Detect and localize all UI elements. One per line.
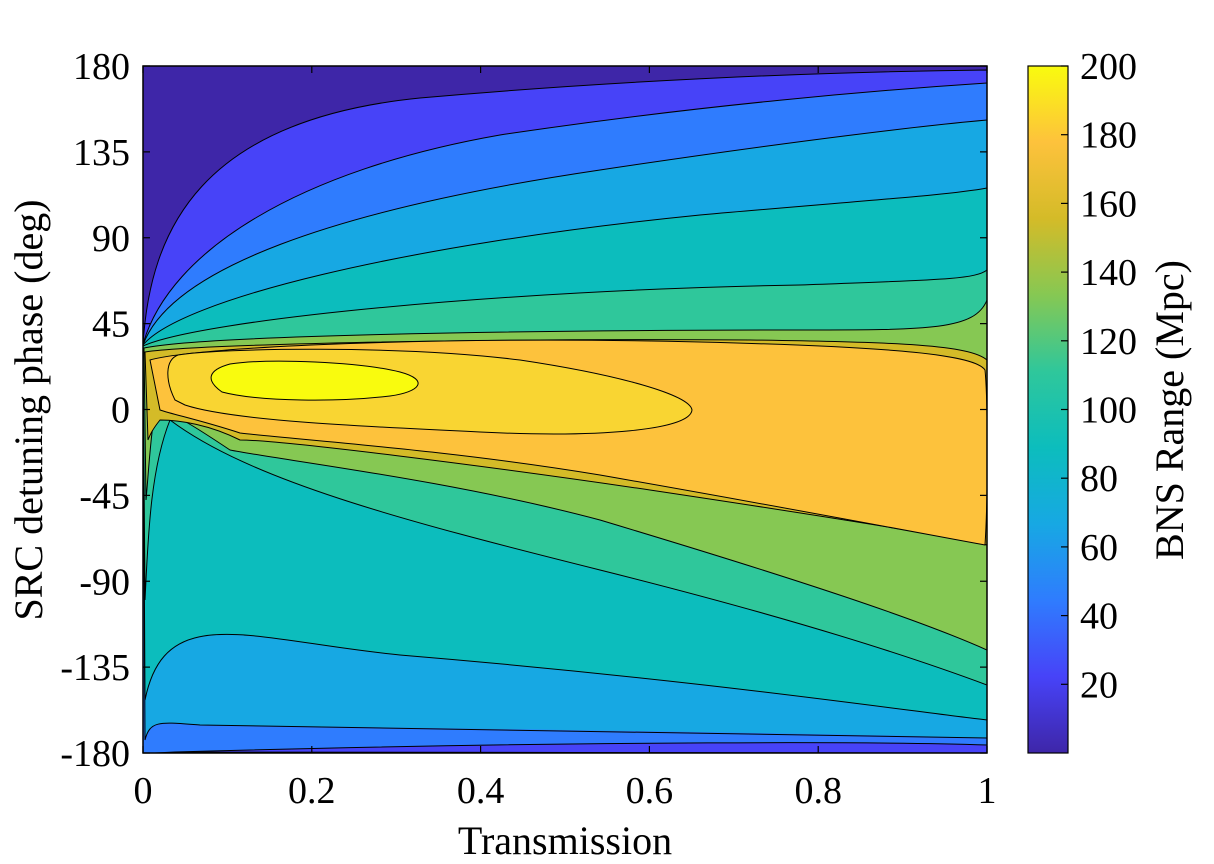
y-tick-label: -45 <box>79 475 130 517</box>
x-tick-label: 1 <box>978 770 997 812</box>
colorbar-tick-label: 160 <box>1080 183 1137 225</box>
y-tick-label: -135 <box>60 647 130 689</box>
y-tick-label: 90 <box>92 218 130 260</box>
colorbar-tick-label: 140 <box>1080 252 1137 294</box>
y-tick-label: 45 <box>92 304 130 346</box>
colorbar-tick-label: 180 <box>1080 115 1137 157</box>
colorbar-tick-label: 100 <box>1080 390 1137 432</box>
y-tick-label: -90 <box>79 561 130 603</box>
y-axis-title: SRC detuning phase (deg) <box>6 199 51 620</box>
x-tick-label: 0 <box>134 770 153 812</box>
contour-band-level-200 <box>210 360 419 401</box>
plot-area <box>143 66 987 753</box>
x-tick-label: 0.6 <box>626 770 674 812</box>
colorbar-tick-label: 20 <box>1080 664 1118 706</box>
colorbar-tick-label: 120 <box>1080 321 1137 363</box>
y-tick-label: -180 <box>60 733 130 775</box>
y-tick-label: 135 <box>73 132 130 174</box>
y-tick-label: 180 <box>73 46 130 88</box>
colorbar-ticks: 200 180 160 140 120 100 80 60 40 20 <box>1061 46 1137 706</box>
colorbar-tick-label: 80 <box>1080 458 1118 500</box>
y-tick-label: 0 <box>111 390 130 432</box>
colorbar-tick-label: 200 <box>1080 46 1137 88</box>
x-axis-title: Transmission <box>458 818 672 863</box>
x-tick-label: 0.8 <box>794 770 842 812</box>
colorbar-tick-label: 40 <box>1080 596 1118 638</box>
x-tick-label: 0.4 <box>457 770 505 812</box>
colorbar: 200 180 160 140 120 100 80 60 40 20 BNS Range (Mp… <box>1027 46 1192 754</box>
x-tick-label: 0.2 <box>288 770 336 812</box>
colorbar-title: BNS Range (Mpc) <box>1147 260 1192 560</box>
colorbar-tick-label: 60 <box>1080 527 1118 569</box>
y-axis: 180 135 90 45 0 -45 -90 -135 -180 <box>60 46 987 775</box>
x-axis: 0 0.2 0.4 0.6 0.8 1 <box>134 66 997 812</box>
contour-bands <box>143 69 987 753</box>
